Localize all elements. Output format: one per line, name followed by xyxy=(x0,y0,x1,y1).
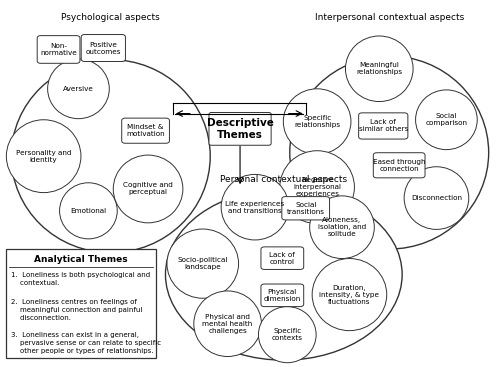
FancyBboxPatch shape xyxy=(261,247,304,269)
Text: Specific
contexts: Specific contexts xyxy=(272,328,303,341)
Text: 3.  Loneliness can exist in a general,
    pervasive sense or can relate to spec: 3. Loneliness can exist in a general, pe… xyxy=(12,332,162,354)
Text: Aloneness,
isolation, and
solitude: Aloneness, isolation, and solitude xyxy=(318,217,366,237)
Text: 2.  Loneliness centres on feelings of
    meaningful connection and painful
    : 2. Loneliness centres on feelings of mea… xyxy=(12,299,142,321)
Text: Interpersonal contextual aspects: Interpersonal contextual aspects xyxy=(314,13,464,22)
Text: Mindset &
motivation: Mindset & motivation xyxy=(126,124,165,137)
FancyBboxPatch shape xyxy=(209,112,271,145)
Ellipse shape xyxy=(280,151,354,224)
Text: Lack of
control: Lack of control xyxy=(270,252,295,265)
Text: Lack of
similar others: Lack of similar others xyxy=(358,119,408,132)
Ellipse shape xyxy=(221,174,289,240)
FancyBboxPatch shape xyxy=(261,284,304,306)
Ellipse shape xyxy=(404,167,469,229)
Text: Physical
dimension: Physical dimension xyxy=(264,289,301,302)
Text: Physical and
mental health
challenges: Physical and mental health challenges xyxy=(202,314,253,334)
Text: Disconnection: Disconnection xyxy=(411,195,462,201)
FancyBboxPatch shape xyxy=(6,249,156,358)
Text: Meaningful
relationships: Meaningful relationships xyxy=(356,62,403,75)
Text: Duration,
intensity, & type
fluctuations: Duration, intensity, & type fluctuations xyxy=(320,284,380,305)
Text: Cognitive and
perceptual: Cognitive and perceptual xyxy=(123,182,173,196)
Ellipse shape xyxy=(290,56,488,249)
Text: Non-
normative: Non- normative xyxy=(40,43,77,56)
Text: 1.  Loneliness is both psychological and
    contextual.: 1. Loneliness is both psychological and … xyxy=(12,272,150,286)
Text: Emotional: Emotional xyxy=(70,208,106,214)
Text: Eased through
connection: Eased through connection xyxy=(373,159,426,172)
Ellipse shape xyxy=(416,90,477,150)
Ellipse shape xyxy=(6,120,81,193)
Ellipse shape xyxy=(312,258,386,331)
Ellipse shape xyxy=(258,306,316,363)
Ellipse shape xyxy=(346,36,413,102)
Text: Analytical Themes: Analytical Themes xyxy=(34,255,128,264)
Ellipse shape xyxy=(166,189,402,360)
Ellipse shape xyxy=(60,183,117,239)
Text: Negative
interpersonal
experiences: Negative interpersonal experiences xyxy=(293,177,341,197)
Ellipse shape xyxy=(167,229,238,298)
Text: Social
comparison: Social comparison xyxy=(426,113,468,126)
Text: Life experiences
and transitions: Life experiences and transitions xyxy=(226,201,284,214)
FancyBboxPatch shape xyxy=(37,36,80,63)
Text: Descriptive
Themes: Descriptive Themes xyxy=(206,118,274,140)
FancyBboxPatch shape xyxy=(122,118,170,143)
FancyBboxPatch shape xyxy=(282,197,330,220)
FancyBboxPatch shape xyxy=(358,113,408,139)
Text: Positive
outcomes: Positive outcomes xyxy=(86,41,121,55)
Text: Aversive: Aversive xyxy=(63,86,94,92)
Text: Socio-political
landscape: Socio-political landscape xyxy=(178,257,228,270)
Ellipse shape xyxy=(310,196,374,258)
Text: Social
transitions: Social transitions xyxy=(286,202,325,215)
Text: Specific
relationships: Specific relationships xyxy=(294,115,340,128)
FancyBboxPatch shape xyxy=(374,153,425,178)
FancyBboxPatch shape xyxy=(81,34,126,62)
Ellipse shape xyxy=(48,59,110,119)
Ellipse shape xyxy=(194,291,262,356)
Text: Psychological aspects: Psychological aspects xyxy=(62,13,160,22)
Ellipse shape xyxy=(12,60,210,253)
Text: Personality and
identity: Personality and identity xyxy=(16,150,72,163)
Ellipse shape xyxy=(114,155,183,223)
Ellipse shape xyxy=(284,89,351,155)
Text: Personal contextual aspects: Personal contextual aspects xyxy=(220,175,348,184)
